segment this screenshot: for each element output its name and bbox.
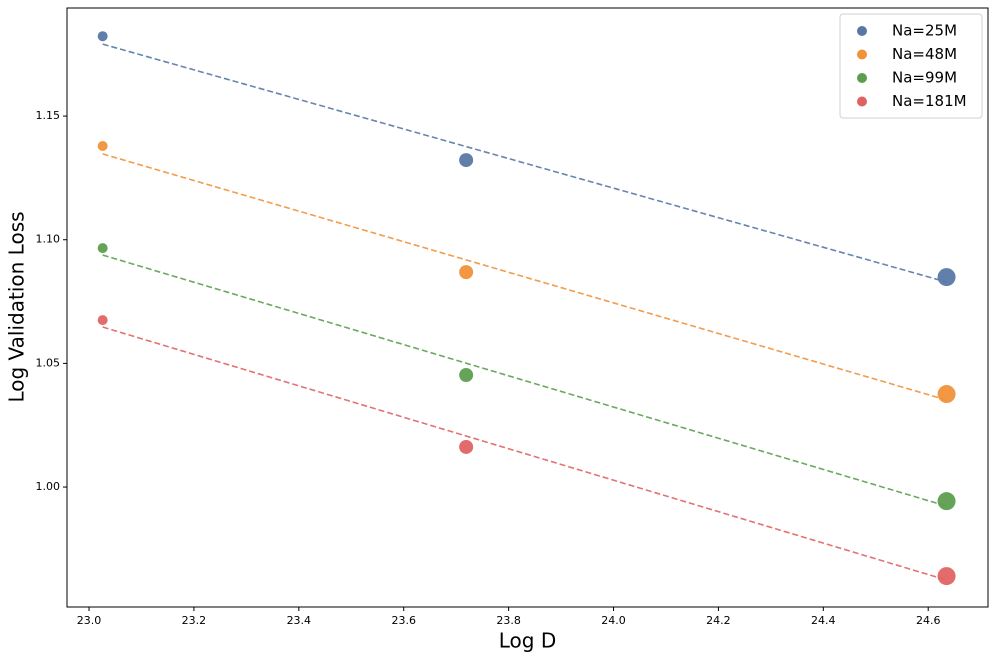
- fit-line: [102, 326, 947, 581]
- legend-label: Na=25M: [892, 22, 957, 40]
- point: [97, 141, 108, 152]
- y-tick-label: 1.15: [36, 109, 61, 122]
- legend-marker: [857, 73, 867, 83]
- legend-label: Na=48M: [892, 45, 957, 63]
- point: [459, 153, 474, 168]
- point: [937, 492, 956, 511]
- y-tick-label: 1.00: [36, 480, 61, 493]
- point: [937, 385, 956, 404]
- x-tick-label: 23.0: [77, 614, 102, 627]
- fit-line: [102, 43, 947, 283]
- y-tick-label: 1.05: [36, 356, 61, 369]
- legend-marker: [857, 49, 867, 60]
- legend-marker: [857, 26, 867, 36]
- x-tick-label: 24.0: [601, 614, 626, 627]
- x-tick-label: 23.6: [391, 614, 416, 627]
- point: [459, 439, 474, 454]
- x-tick-label: 23.8: [496, 614, 521, 627]
- legend-label: Na=181M: [892, 92, 967, 110]
- point: [97, 243, 108, 254]
- fit-line: [102, 254, 947, 507]
- legend-label: Na=99M: [892, 69, 957, 87]
- x-tick-label: 24.2: [706, 614, 731, 627]
- point: [459, 368, 474, 383]
- point: [97, 315, 108, 326]
- y-tick-label: 1.10: [36, 233, 61, 246]
- legend-box: [839, 13, 983, 119]
- x-tick-label: 23.2: [182, 614, 207, 627]
- x-tick-label: 24.6: [916, 614, 941, 627]
- x-axis-label: Log D: [499, 629, 556, 653]
- point: [937, 268, 956, 287]
- point: [459, 265, 474, 280]
- legend-marker: [857, 96, 867, 107]
- fit-line: [102, 153, 947, 401]
- y-axis-label: Log Validation Loss: [5, 211, 29, 402]
- point: [97, 31, 108, 42]
- point: [937, 567, 956, 586]
- x-tick-label: 23.4: [287, 614, 312, 627]
- x-tick-label: 24.4: [811, 614, 836, 627]
- plot-frame: [66, 7, 989, 608]
